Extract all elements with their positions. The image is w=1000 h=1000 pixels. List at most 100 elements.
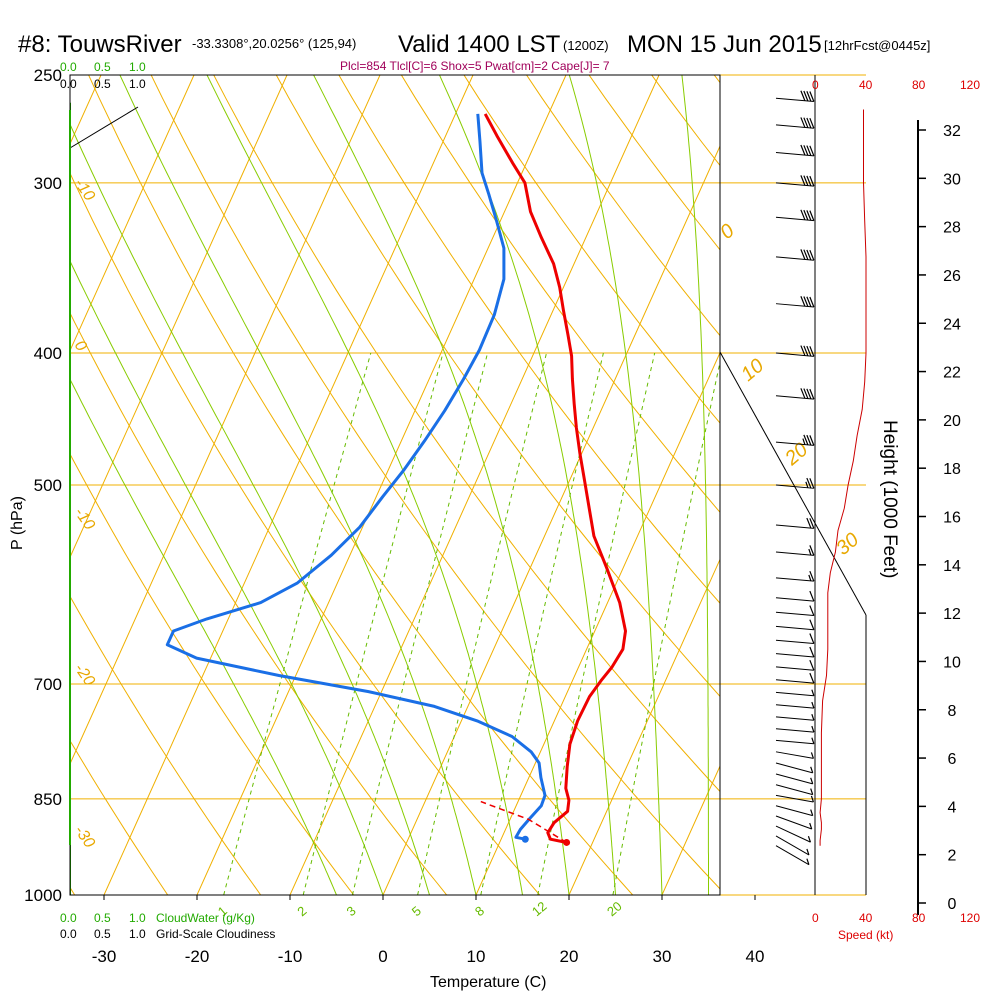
x-axis-title: Temperature (C): [430, 974, 546, 991]
moist-adiabat-line: [681, 75, 709, 895]
cloud-scale-top-green-0: 0.0: [60, 60, 77, 74]
wind-barb-staff: [775, 124, 814, 129]
wind-barb-full: [800, 117, 806, 128]
wind-barb-full: [800, 209, 806, 221]
dry-adiabat-line: [525, 75, 720, 337]
wind-barb-staff: [775, 716, 814, 721]
mixing-ratio-line: [612, 359, 720, 895]
cloud-scale-bottom-black-1: 0.5: [94, 927, 111, 941]
wind-barb-full: [803, 175, 809, 186]
dry-adiabat-line: [213, 75, 720, 793]
wind-barb: [775, 725, 815, 733]
dry-adiabat-line: [463, 75, 720, 424]
isotherm-label: -30: [71, 823, 98, 852]
wind-barb-staff: [775, 611, 814, 617]
height-axis-title: Height (1000 Feet): [879, 420, 900, 578]
wind-barb-staff: [775, 762, 813, 774]
wind-barb-full: [803, 145, 809, 156]
wind-barb: [775, 295, 815, 308]
isotherm-line: [0, 75, 8, 895]
wind-barb-staff: [775, 666, 814, 671]
dry-adiabat-line: [150, 75, 720, 890]
mixing-ratio-label: 2: [294, 903, 309, 919]
wind-barb-staff: [775, 524, 814, 529]
pressure-tick-label: 850: [34, 790, 62, 809]
wind-barb: [775, 590, 815, 602]
height-tick-label: 0: [948, 896, 957, 913]
station-location: -33.3308°,20.0256° (125,94): [192, 36, 356, 51]
cloud-scale-top-green-1: 0.5: [94, 60, 111, 74]
pressure-tick-label: 400: [34, 344, 62, 363]
isotherm-line: [70, 75, 288, 559]
wind-barb-full: [809, 145, 815, 157]
wind-barb: [775, 117, 815, 129]
mixing-ratio-label: 12: [529, 898, 550, 919]
temperature-tick-label: 0: [378, 947, 387, 966]
wind-barb: [775, 805, 814, 817]
wind-barb-half: [806, 848, 810, 856]
wind-barb-half: [810, 795, 814, 803]
dry-adiabat-line: [758, 51, 1000, 895]
temperature-tick-label: -30: [92, 947, 117, 966]
wind-barb-staff: [775, 577, 814, 582]
wind-barb-full: [809, 633, 815, 644]
dry-adiabat-line: [588, 75, 720, 251]
wind-barb-full: [803, 90, 809, 102]
isotherm-line: [196, 75, 567, 895]
mixing-ratio-line: [417, 352, 547, 895]
wind-barb-full: [809, 659, 815, 671]
wind-barb: [775, 434, 815, 446]
wind-barb-half: [810, 752, 814, 759]
wind-barb: [775, 794, 814, 803]
wind-barb-full: [809, 210, 815, 221]
height-tick-label: 10: [943, 654, 961, 671]
wind-barb-half: [810, 777, 814, 785]
wind-scale-bottom-120: 120: [960, 911, 980, 925]
moist-adiabat-line: [313, 75, 570, 895]
dry-adiabat-line: [70, 311, 448, 895]
isotherm-line: [103, 75, 474, 895]
wind-barb-staff: [775, 216, 814, 222]
wind-barb-full: [809, 117, 815, 129]
wind-panel-diagonal: [719, 351, 867, 616]
wind-barb-full: [806, 145, 812, 156]
mixing-ratio-label: 20: [604, 898, 625, 919]
wind-barb: [775, 90, 815, 103]
wind-barb-half: [805, 481, 809, 488]
wind-scale-top-40: 40: [859, 78, 873, 92]
pressure-tick-label: 250: [34, 66, 62, 85]
wind-barb: [775, 737, 815, 745]
wind-barb-staff: [775, 152, 814, 157]
isotherm-line: [70, 75, 195, 352]
moist-adiabat-line: [70, 259, 384, 895]
mixing-ratio-line: [537, 352, 656, 895]
dewpoint-profile-surface-point: [521, 835, 529, 843]
wind-barb: [775, 835, 810, 856]
mixing-ratio-line: [351, 352, 489, 895]
wind-barb: [775, 845, 810, 866]
wind-scale-top-0: 0: [812, 78, 819, 92]
wind-barb-half: [810, 766, 814, 774]
wind-barb-full: [806, 345, 812, 357]
moist-adiabat-line: [206, 75, 523, 895]
cloud-scale-bottom-green-2: 1.0: [129, 911, 146, 925]
height-tick-label: 6: [948, 751, 957, 768]
wind-barb-full: [800, 175, 806, 186]
cloudiness-line: [69, 106, 139, 149]
wind-barb-full: [806, 117, 812, 129]
height-tick-label: 32: [943, 123, 961, 140]
wind-barb: [775, 773, 814, 785]
wind-barb-staff: [775, 395, 814, 400]
dry-adiabat-line: [70, 171, 541, 895]
wind-barb-half: [808, 548, 812, 556]
mixing-ratio-line: [480, 352, 604, 895]
wind-barb-staff: [775, 704, 814, 709]
wind-barb: [775, 144, 815, 157]
temperature-tick-label: 40: [746, 947, 765, 966]
temperature-tick-label: 10: [467, 947, 486, 966]
wind-barb: [775, 784, 814, 796]
wind-scale-bottom-40: 40: [859, 911, 873, 925]
wind-barb-staff: [775, 773, 813, 785]
wind-barb-full: [809, 646, 815, 658]
